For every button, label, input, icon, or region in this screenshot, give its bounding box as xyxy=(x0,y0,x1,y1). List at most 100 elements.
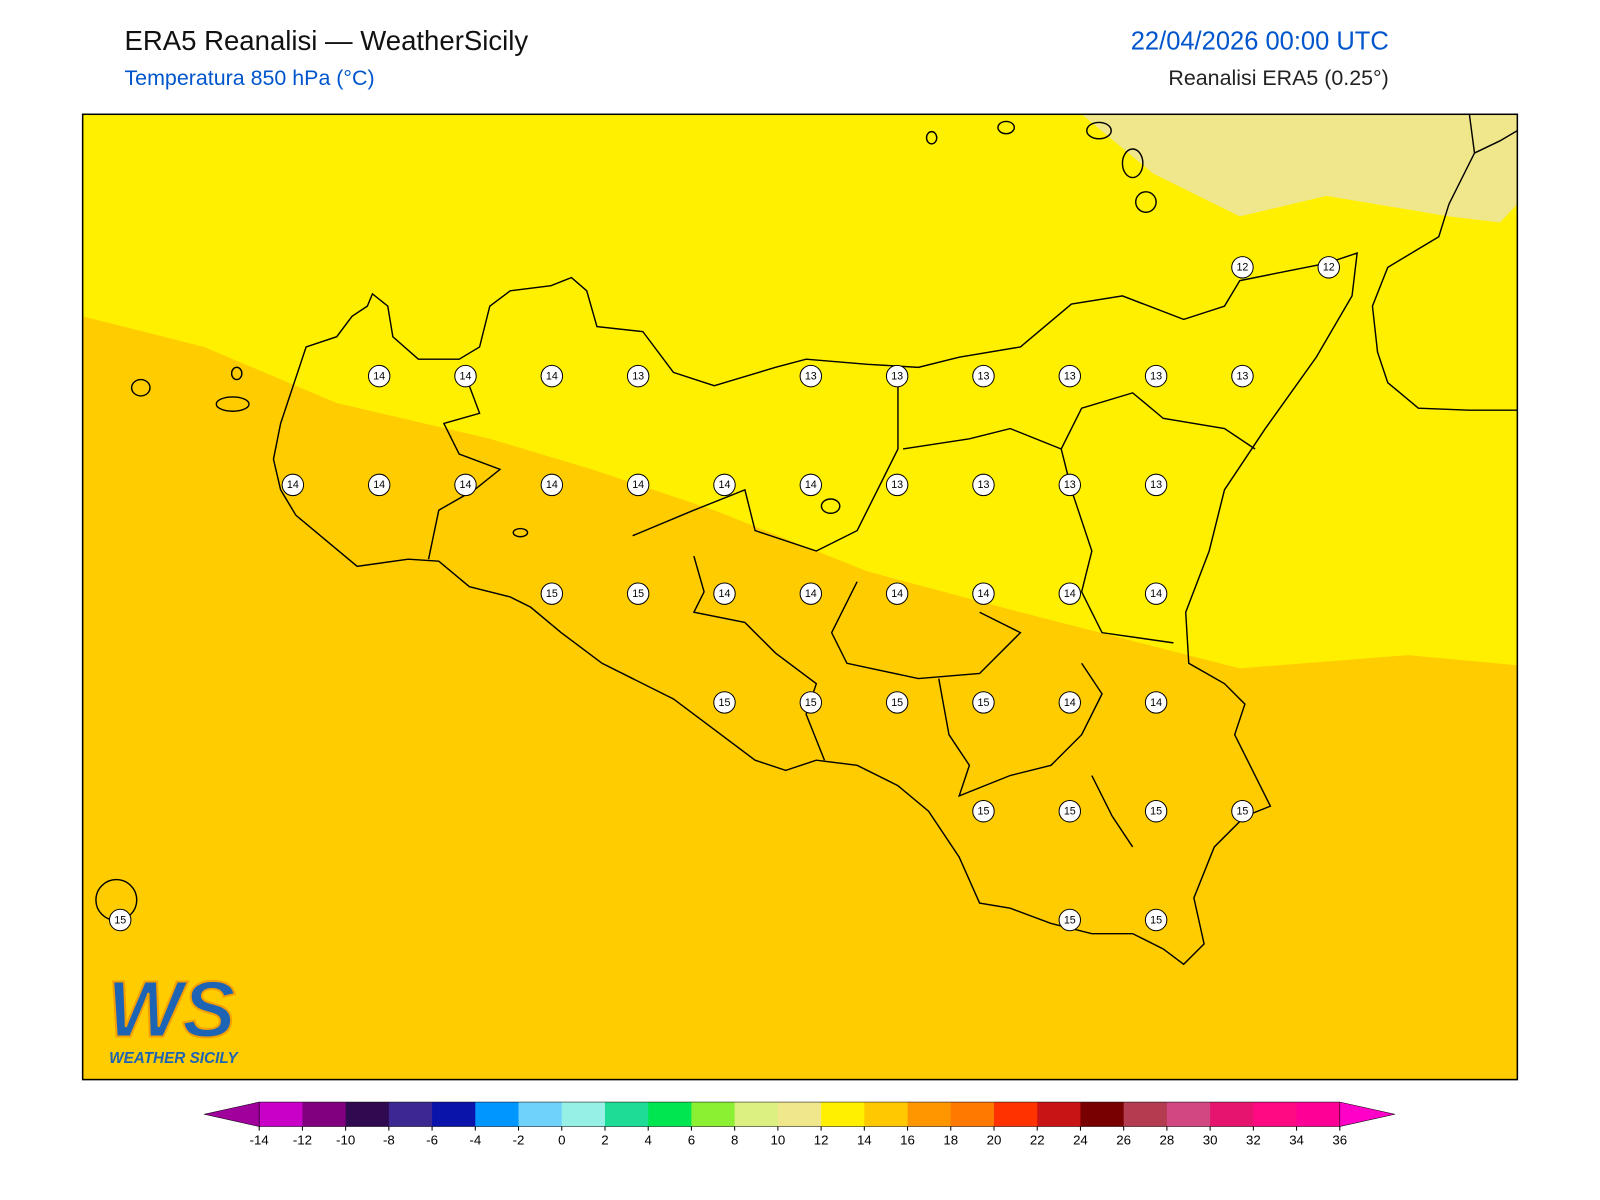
colorbar-tick-label: 16 xyxy=(900,1132,915,1147)
colorbar-over xyxy=(1339,1101,1395,1127)
colorbar-tick-label: 26 xyxy=(1116,1132,1131,1147)
station-marker xyxy=(713,473,736,497)
station-marker xyxy=(454,473,477,497)
station-marker xyxy=(713,691,736,714)
calabria-coast-north xyxy=(1474,129,1518,154)
station-marker xyxy=(1144,800,1168,823)
station-marker xyxy=(1144,582,1168,605)
station-value: 14 xyxy=(632,479,644,491)
station-value: 13 xyxy=(1236,370,1248,382)
colorbar-tick-label: 34 xyxy=(1289,1132,1304,1147)
station-marker xyxy=(885,473,909,497)
colorbar-segment xyxy=(1253,1102,1298,1127)
colorbar-tick-label: 8 xyxy=(731,1132,738,1147)
station-marker xyxy=(1058,691,1082,714)
colorbar-tick-label: 22 xyxy=(1030,1132,1045,1147)
colorbar-segment xyxy=(1037,1102,1081,1127)
colorbar-segment xyxy=(777,1102,822,1127)
island xyxy=(925,130,938,145)
colorbar-tick-label: -14 xyxy=(250,1132,269,1147)
subtitle: Temperatura 850 hPa (°C) xyxy=(124,66,374,90)
colorbar-tick-label: 12 xyxy=(814,1132,829,1147)
station-value: 14 xyxy=(891,588,903,600)
colorbar-segment xyxy=(1210,1102,1254,1127)
lake xyxy=(512,527,529,538)
station-value: 14 xyxy=(805,588,817,600)
station-value: 13 xyxy=(978,370,990,382)
station-value: 12 xyxy=(1323,262,1335,274)
station-value: 14 xyxy=(978,588,990,600)
station-value: 13 xyxy=(805,370,817,382)
station-value: 15 xyxy=(546,588,558,600)
station-marker xyxy=(540,473,564,497)
colorbar-tick-label: 6 xyxy=(688,1132,695,1147)
island xyxy=(1121,148,1144,179)
station-marker xyxy=(454,364,477,388)
station-value: 12 xyxy=(1236,262,1248,274)
logo-text: WEATHER SICILY xyxy=(109,1050,239,1067)
station-marker xyxy=(367,473,391,497)
station-value: 14 xyxy=(805,479,817,491)
station-value: 13 xyxy=(1150,370,1162,382)
colorbar-segment xyxy=(734,1102,779,1127)
map-area: WS WEATHER SICILY xyxy=(81,113,1519,1081)
island xyxy=(215,396,250,412)
station-value: 15 xyxy=(978,697,990,709)
station-marker xyxy=(885,691,909,714)
colorbar-tick-label: 4 xyxy=(645,1132,652,1147)
source: Reanalisi ERA5 (0.25°) xyxy=(1168,66,1388,90)
colorbar-frame xyxy=(258,1101,1341,1127)
field-pale xyxy=(1081,114,1518,223)
island xyxy=(130,378,151,397)
station-value: 14 xyxy=(1064,588,1076,600)
station-value: 15 xyxy=(632,588,644,600)
colorbar-tick-label: 20 xyxy=(987,1132,1002,1147)
island xyxy=(1135,191,1157,213)
colorbar-segment xyxy=(388,1102,433,1127)
province-borders xyxy=(427,367,1256,848)
station-marker xyxy=(540,364,564,388)
island xyxy=(230,366,243,381)
colorbar-segment xyxy=(864,1102,909,1127)
colorbar-segment xyxy=(1123,1102,1168,1127)
colorbar-segment xyxy=(561,1102,606,1127)
colorbar-segment xyxy=(518,1102,563,1127)
station-value: 15 xyxy=(1150,806,1162,818)
station-value: 15 xyxy=(1150,914,1162,926)
station-marker xyxy=(799,691,823,714)
colorbar-tick-label: -4 xyxy=(469,1132,481,1147)
station-marker xyxy=(626,473,650,497)
sicily-coast xyxy=(272,252,1358,966)
island xyxy=(997,120,1015,135)
station-marker xyxy=(885,582,909,605)
datetime: 22/04/2026 00:00 UTC xyxy=(1131,28,1389,56)
station-value: 13 xyxy=(891,370,903,382)
colorbar-tick-label: 28 xyxy=(1160,1132,1175,1147)
station-marker xyxy=(885,364,909,388)
station-marker xyxy=(1058,582,1082,605)
station-value: 13 xyxy=(891,479,903,491)
station-marker xyxy=(108,908,132,932)
colorbar-segment xyxy=(475,1102,520,1127)
station-value: 15 xyxy=(891,697,903,709)
colorbar-tick-label: 10 xyxy=(771,1132,786,1147)
colorbar-segment xyxy=(821,1102,865,1127)
station-value: 14 xyxy=(1064,697,1076,709)
station-value: 15 xyxy=(1064,806,1076,818)
station-marker xyxy=(1058,800,1082,823)
title: ERA5 Reanalisi — WeatherSicily xyxy=(124,25,528,56)
station-marker xyxy=(626,364,650,388)
colorbar-tick-label: 32 xyxy=(1246,1132,1261,1147)
colorbar-tick-label: 30 xyxy=(1203,1132,1218,1147)
colorbar-tick-label: -8 xyxy=(383,1132,395,1147)
station-marker xyxy=(799,473,823,497)
station-value: 15 xyxy=(805,697,817,709)
colorbar-under xyxy=(204,1101,260,1127)
colorbar-segment xyxy=(950,1102,995,1127)
station-marker xyxy=(799,364,823,388)
station-value: 14 xyxy=(719,588,731,600)
station-marker xyxy=(972,800,995,823)
station-value: 14 xyxy=(373,479,385,491)
colorbar-segment xyxy=(345,1102,390,1127)
station-value: 13 xyxy=(1064,479,1076,491)
